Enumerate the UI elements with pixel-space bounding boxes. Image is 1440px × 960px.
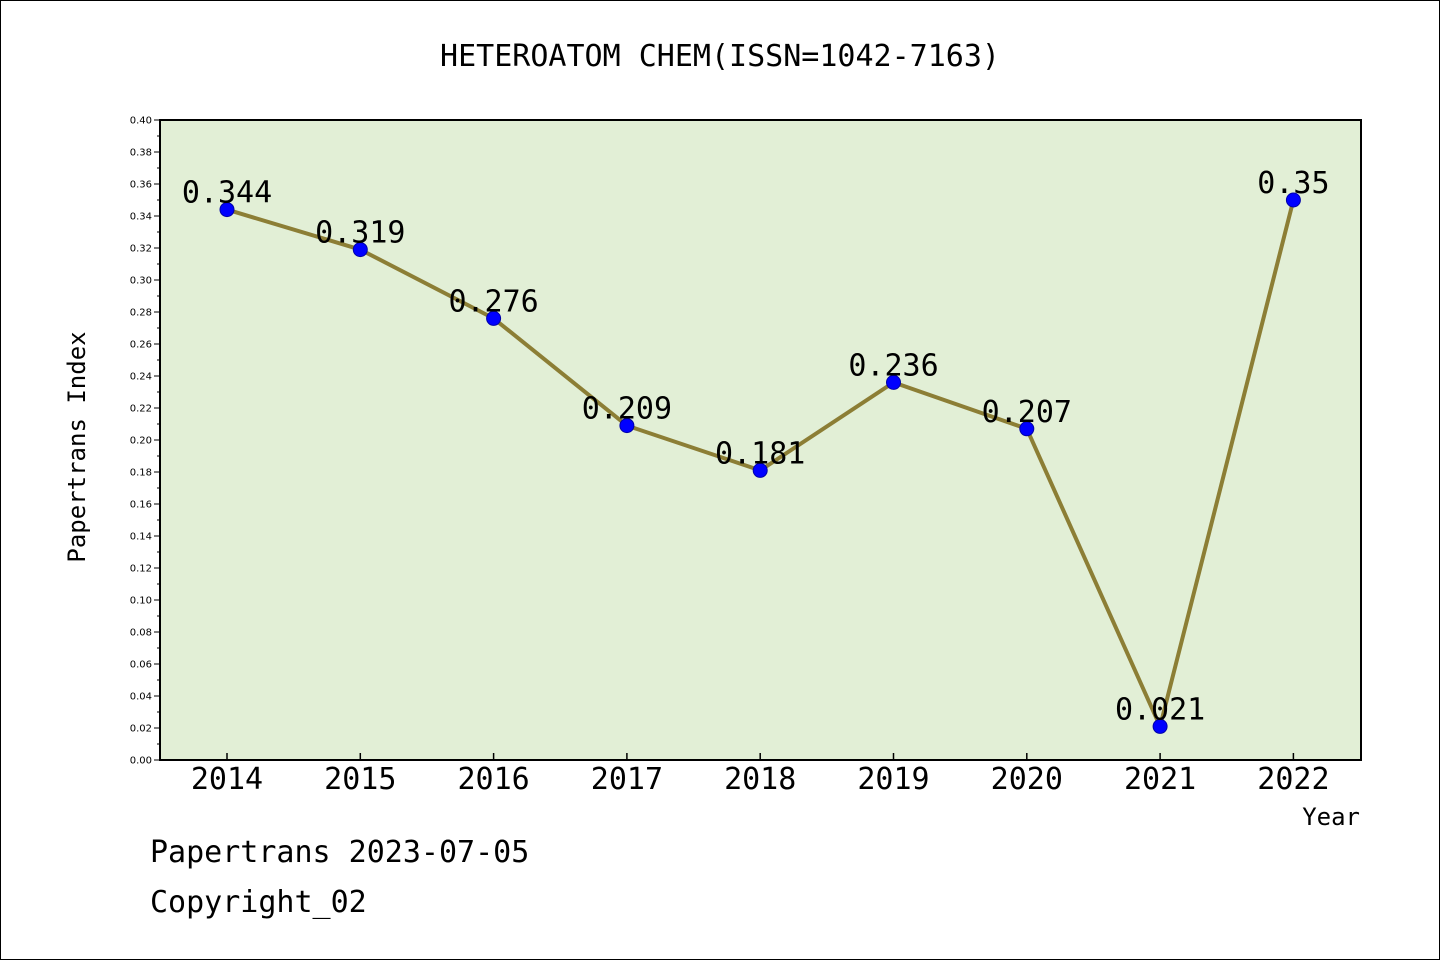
data-point <box>352 242 368 258</box>
x-tick-label: 2021 <box>1124 762 1196 797</box>
data-point <box>1152 718 1168 734</box>
x-tick-label: 2014 <box>191 762 263 797</box>
data-point <box>1019 421 1035 437</box>
data-point <box>219 202 235 218</box>
data-label: 0.209 <box>582 392 672 427</box>
y-tick-label: 0.18 <box>130 468 152 479</box>
plot-area <box>159 119 1362 761</box>
y-tick-label: 0.10 <box>130 596 152 607</box>
footer-copyright: Copyright_02 <box>150 885 367 920</box>
x-tick-label: 2018 <box>724 762 796 797</box>
y-tick-label: 0.38 <box>130 148 152 159</box>
y-tick-label: 0.32 <box>130 244 152 255</box>
data-label: 0.207 <box>982 395 1072 430</box>
data-label: 0.344 <box>182 176 272 211</box>
y-tick-label: 0.14 <box>130 532 152 543</box>
y-tick-label: 0.28 <box>130 308 152 319</box>
chart-title: HETEROATOM CHEM(ISSN=1042-7163) <box>440 39 1000 74</box>
y-tick-label: 0.04 <box>130 692 152 703</box>
y-tick-label: 0.26 <box>130 340 152 351</box>
y-tick-label: 0.22 <box>130 404 152 415</box>
data-point <box>1285 192 1301 208</box>
data-point <box>886 374 901 390</box>
y-tick-label: 0.08 <box>130 628 152 639</box>
x-axis-label: Year <box>1302 803 1360 831</box>
data-label: 0.021 <box>1115 692 1205 727</box>
x-tick-label: 2020 <box>991 762 1063 797</box>
data-label: 0.236 <box>848 348 938 383</box>
y-tick-label: 0.12 <box>130 564 152 575</box>
data-label: 0.181 <box>715 436 805 471</box>
y-tick-label: 0.30 <box>130 276 152 287</box>
x-tick-label: 2019 <box>857 762 929 797</box>
y-axis: 0.00 0.02 0.04 0.06 0.08 0.10 0.12 0.14 0.16 0.18… <box>130 116 160 767</box>
data-label: 0.319 <box>315 216 405 251</box>
x-axis: 2014 2015 2016 2017 2018 2019 2020 2021 2022 <box>191 753 1330 797</box>
x-tick-label: 2022 <box>1257 762 1329 797</box>
data-label: 0.35 <box>1257 166 1329 201</box>
series-group: 0.344 0.319 0.276 0.209 0.181 0.236 0.207 0.021… <box>182 166 1330 734</box>
x-tick-label: 2016 <box>457 762 529 797</box>
data-label: 0.276 <box>448 284 538 319</box>
y-axis-label: Papertrans Index <box>63 331 91 562</box>
y-tick-label: 0.20 <box>130 436 152 447</box>
x-tick-label: 2015 <box>324 762 396 797</box>
y-tick-label: 0.00 <box>130 756 152 767</box>
y-tick-label: 0.02 <box>130 724 152 735</box>
y-tick-label: 0.34 <box>130 212 152 223</box>
footer-date: Papertrans 2023-07-05 <box>150 835 530 870</box>
x-tick-label: 2017 <box>591 762 663 797</box>
y-tick-label: 0.16 <box>130 500 152 511</box>
y-tick-label: 0.24 <box>130 372 152 383</box>
y-tick-label: 0.06 <box>130 660 152 671</box>
y-tick-label: 0.40 <box>130 116 152 127</box>
data-point <box>486 310 502 326</box>
data-point <box>752 462 768 478</box>
data-point <box>619 418 635 434</box>
y-tick-label: 0.36 <box>130 180 152 191</box>
